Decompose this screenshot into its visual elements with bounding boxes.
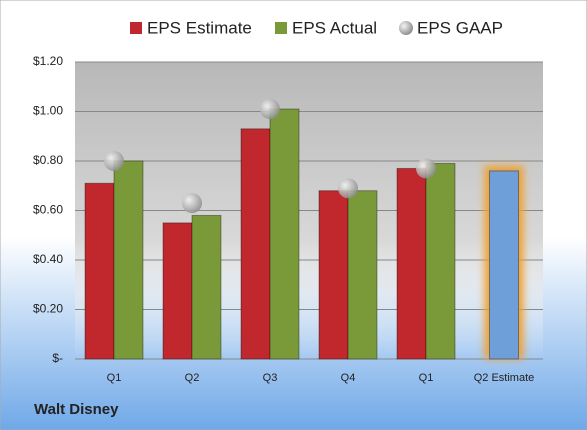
y-tick-label: $0.40 [33,252,63,266]
bar [162,222,193,360]
gaap-marker [104,151,124,171]
y-tick-label: $1.20 [33,54,63,68]
gaap-marker [182,193,202,214]
bar [396,167,427,360]
bar [347,190,378,360]
legend-marker [399,21,413,35]
legend-label: EPS Actual [292,18,377,37]
legend-marker [275,22,287,34]
bar [269,108,300,360]
x-tick-label: Q1 [419,372,434,384]
x-tick-label: Q3 [263,372,278,384]
bar [113,160,144,360]
x-tick-label: Q2 [185,372,200,384]
legend-label: EPS Estimate [147,18,252,37]
y-tick-label: $0.20 [33,302,63,316]
y-tick-label: $0.80 [33,153,63,167]
x-tick-label: Q2 Estimate [474,372,535,384]
gaap-marker [416,158,436,179]
x-tick-label: Q1 [107,372,122,384]
legend-label: EPS GAAP [417,18,503,37]
y-tick-label: $0.60 [33,203,63,217]
bar [84,182,115,360]
gaap-marker [260,99,280,120]
bar [191,214,222,360]
y-tick-label: $- [52,351,63,365]
bar [425,162,456,360]
bar [240,128,271,360]
y-tick-label: $1.00 [33,104,63,118]
legend-marker [130,22,142,34]
gaap-marker [338,178,358,199]
company-name: Walt Disney [34,401,119,418]
x-tick-label: Q4 [341,372,356,384]
bar [489,170,519,360]
bar [318,190,349,360]
